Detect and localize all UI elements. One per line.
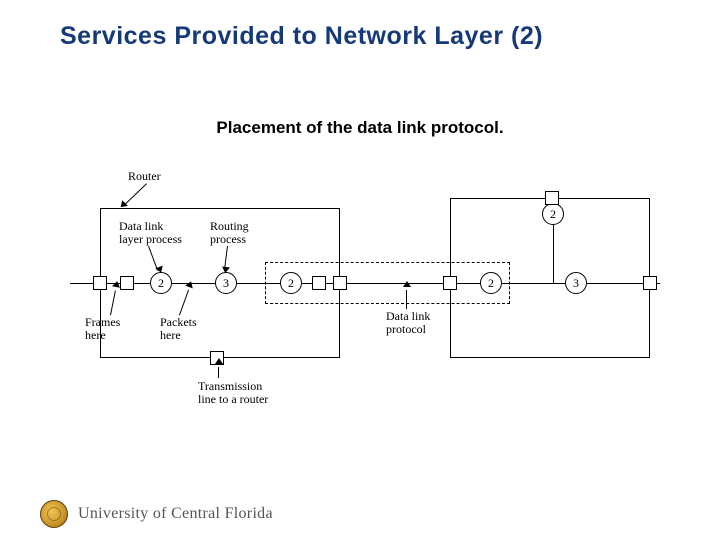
arrow-head-icon xyxy=(221,267,230,274)
layer-circle-2: 2 xyxy=(480,272,502,294)
port-square xyxy=(643,276,657,290)
diagram-canvas: 2 3 2 2 3 2 Router Data link layer process Routi… xyxy=(70,170,660,420)
wire-vertical xyxy=(553,225,554,283)
callout-arrow xyxy=(123,183,147,206)
callout-arrow xyxy=(218,367,219,378)
label-packets-here: Packets here xyxy=(160,316,197,342)
layer-circle-2: 2 xyxy=(150,272,172,294)
layer-circle-3: 3 xyxy=(565,272,587,294)
label-frames-here: Frames here xyxy=(85,316,120,342)
arrow-head-icon xyxy=(112,280,121,287)
label-router: Router xyxy=(128,170,161,183)
layer-circle-2: 2 xyxy=(280,272,302,294)
label-data-link-protocol: Data link protocol xyxy=(386,310,430,336)
layer-circle-2: 2 xyxy=(542,203,564,225)
port-square xyxy=(312,276,326,290)
footer-text: University of Central Florida xyxy=(78,505,273,523)
port-square xyxy=(545,191,559,205)
label-data-link-layer-process: Data link layer process xyxy=(119,220,182,246)
footer: University of Central Florida xyxy=(40,500,273,528)
layer-circle-3: 3 xyxy=(215,272,237,294)
slide-title: Services Provided to Network Layer (2) xyxy=(60,22,690,51)
label-routing-process: Routing process xyxy=(210,220,249,246)
port-square xyxy=(120,276,134,290)
label-transmission-line: Transmission line to a router xyxy=(198,380,268,406)
slide-subtitle: Placement of the data link protocol. xyxy=(0,118,720,138)
callout-arrow xyxy=(406,290,407,309)
port-square xyxy=(443,276,457,290)
arrow-head-icon xyxy=(403,281,411,287)
port-square xyxy=(333,276,347,290)
arrow-head-icon xyxy=(215,358,223,364)
ucf-seal-icon xyxy=(40,500,68,528)
port-square xyxy=(93,276,107,290)
